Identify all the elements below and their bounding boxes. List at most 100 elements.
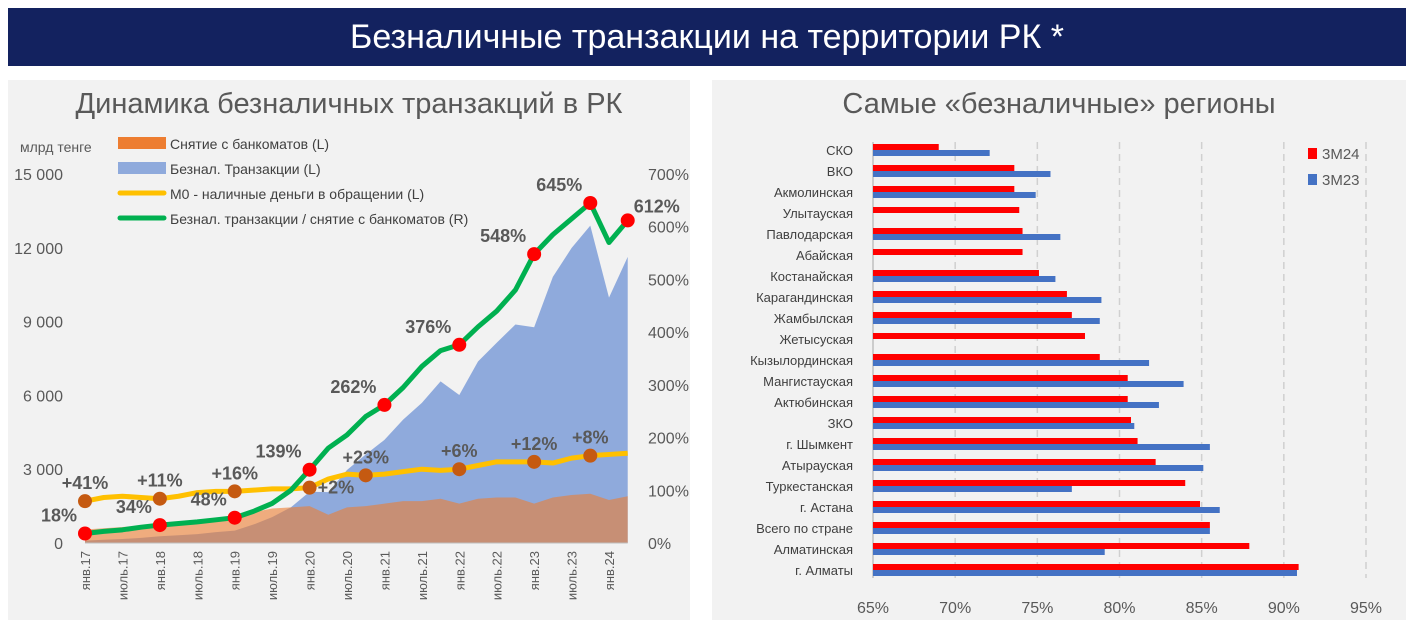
y-left-tick: 9 000 xyxy=(23,315,63,332)
y-left-tick: 15 000 xyxy=(14,167,63,184)
m0-growth-label: +2% xyxy=(318,478,355,498)
m0-marker xyxy=(152,491,167,506)
y-left-tick: 6 000 xyxy=(23,388,63,405)
m0-growth-label: +23% xyxy=(342,447,389,467)
category-label: Улытауская xyxy=(783,206,853,221)
bar-3m24 xyxy=(873,459,1156,465)
bar-3m23 xyxy=(873,150,990,156)
category-label: Жетысуская xyxy=(779,332,853,347)
category-label: Всего по стране xyxy=(756,521,853,536)
bar-3m24 xyxy=(873,270,1039,276)
category-label: СКО xyxy=(826,143,853,158)
category-label: Акмолинская xyxy=(774,185,853,200)
m0-marker xyxy=(527,454,542,469)
category-label: г. Астана xyxy=(800,500,854,515)
bar-3m24 xyxy=(873,144,939,150)
category-label: Жамбылская xyxy=(774,311,853,326)
ratio-label: 34% xyxy=(116,497,152,517)
m0-marker xyxy=(227,484,242,499)
category-label: Мангистауская xyxy=(763,374,853,389)
m0-growth-label: +41% xyxy=(62,473,109,493)
transactions-dynamics-chart: 0 3 000 6 000 9 000 12 000 15 000 0% 100% 200% 30… xyxy=(14,136,689,600)
legend-label: Безнал. транзакции / снятие с банкоматов… xyxy=(170,211,468,227)
m0-marker xyxy=(452,462,467,477)
x-tick: 65% xyxy=(857,600,889,617)
x-tick: 90% xyxy=(1268,600,1300,617)
x-tick: 80% xyxy=(1103,600,1135,617)
ratio-label: 139% xyxy=(256,442,302,462)
legend-swatch xyxy=(1308,148,1317,159)
bar-3m23 xyxy=(873,444,1210,450)
bar-3m24 xyxy=(873,501,1201,507)
m0-marker xyxy=(583,448,598,463)
ratio-marker xyxy=(377,397,392,412)
category-label: Атырауская xyxy=(782,458,853,473)
bar-3m24 xyxy=(873,417,1132,423)
bar-3m24 xyxy=(873,228,1023,234)
bar-3m23 xyxy=(873,549,1105,555)
y-right-tick: 200% xyxy=(648,431,689,448)
bar-3m24 xyxy=(873,186,1015,192)
x-tick: июль.17 xyxy=(115,551,130,600)
category-label: г. Шымкент xyxy=(786,437,853,452)
legend-swatch xyxy=(118,162,166,174)
bar-3m23 xyxy=(873,423,1135,429)
y-right-tick: 600% xyxy=(648,220,689,237)
y-right-tick: 0% xyxy=(648,536,671,553)
y-right-tick: 400% xyxy=(648,325,689,342)
m0-marker xyxy=(78,494,92,509)
x-tick: июль.20 xyxy=(340,551,355,600)
x-tick: июль.19 xyxy=(265,551,280,600)
x-tick: янв.24 xyxy=(602,551,617,590)
ratio-label: 645% xyxy=(536,175,582,195)
x-tick: 85% xyxy=(1186,600,1218,617)
regions-bar-chart: 65% 70% 75% 80% 85% 90% 95% СКО ВКО Акмолинская Ул… xyxy=(750,142,1382,617)
bar-3m24 xyxy=(873,438,1138,444)
ratio-label: 376% xyxy=(405,317,451,337)
bar-3m23 xyxy=(873,528,1210,534)
bar-3m23 xyxy=(873,192,1036,198)
bar-3m23 xyxy=(873,234,1061,240)
bar-3m24 xyxy=(873,165,1015,171)
right-chart-title: Самые «безналичные» регионы xyxy=(842,88,1276,120)
y-left-axis-label: млрд тенге xyxy=(20,139,92,155)
bar-3m23 xyxy=(873,402,1159,408)
x-tick: янв.22 xyxy=(452,551,467,590)
legend-label: 3М24 xyxy=(1322,146,1360,163)
ratio-marker xyxy=(152,518,167,533)
ratio-label: 18% xyxy=(41,506,77,526)
ratio-label: 262% xyxy=(330,377,376,397)
bar-3m23 xyxy=(873,570,1297,576)
legend-label: М0 - наличные деньги в обращении (L) xyxy=(170,186,424,202)
category-label: Абайская xyxy=(796,248,853,263)
bar-3m23 xyxy=(873,297,1102,303)
category-label: Кызылординская xyxy=(750,353,853,368)
bar-3m24 xyxy=(873,354,1100,360)
ratio-label: 612% xyxy=(634,196,680,216)
bar-3m24 xyxy=(873,291,1067,297)
y-left-tick: 0 xyxy=(54,536,63,553)
ratio-label: 48% xyxy=(191,490,227,510)
y-right-tick: 700% xyxy=(648,167,689,184)
x-tick: 95% xyxy=(1350,600,1382,617)
legend-label: Снятие с банкоматов (L) xyxy=(170,136,329,152)
category-label: Актюбинская xyxy=(774,395,853,410)
bar-3m24 xyxy=(873,312,1072,318)
category-label: Павлодарская xyxy=(766,227,853,242)
legend-swatch xyxy=(118,137,166,149)
ratio-marker xyxy=(583,195,598,210)
bar-3m23 xyxy=(873,171,1051,177)
legend-label: 3М23 xyxy=(1322,172,1360,189)
ratio-marker xyxy=(620,213,635,228)
ratio-marker xyxy=(452,337,467,352)
y-right-tick: 100% xyxy=(648,483,689,500)
x-tick: янв.18 xyxy=(153,551,168,590)
x-tick: июль.22 xyxy=(490,551,505,600)
ratio-marker xyxy=(302,462,317,477)
x-tick: янв.21 xyxy=(377,551,392,590)
bar-3m23 xyxy=(873,381,1184,387)
m0-marker xyxy=(358,468,373,483)
category-label: ВКО xyxy=(827,164,853,179)
y-right-tick: 300% xyxy=(648,378,689,395)
x-tick: июль.21 xyxy=(415,551,430,600)
